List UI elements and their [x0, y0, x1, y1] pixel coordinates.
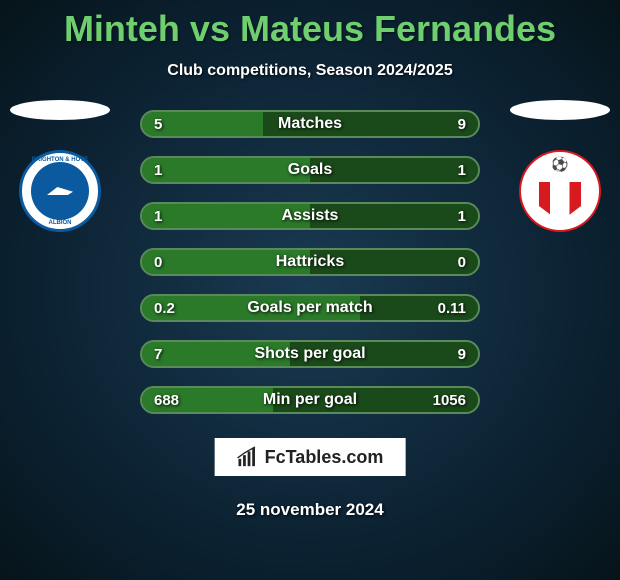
stat-row: 11Goals: [140, 156, 480, 184]
stat-label: Assists: [142, 207, 478, 225]
stat-label: Min per goal: [142, 391, 478, 409]
branding-badge: FcTables.com: [215, 438, 406, 476]
stat-label: Goals per match: [142, 299, 478, 317]
badge-text-bottom: ALBION: [49, 220, 72, 226]
brighton-badge-icon: BRIGHTON & HOVE ALBION: [19, 150, 101, 232]
player-photo-placeholder-left: [10, 100, 110, 120]
player-photo-placeholder-right: [510, 100, 610, 120]
date-label: 25 november 2024: [0, 500, 620, 520]
right-player-column: [505, 100, 615, 232]
stat-row: 79Shots per goal: [140, 340, 480, 368]
left-player-column: BRIGHTON & HOVE ALBION: [5, 100, 115, 232]
stats-list: 59Matches 11Goals 11Assists 00Hattricks 0.20…: [140, 110, 480, 432]
stat-label: Goals: [142, 161, 478, 179]
badge-text-top: BRIGHTON & HOVE: [32, 157, 89, 163]
stat-row: 0.20.11Goals per match: [140, 294, 480, 322]
stat-row: 59Matches: [140, 110, 480, 138]
stat-label: Hattricks: [142, 253, 478, 271]
chart-icon: [237, 446, 259, 468]
branding-text: FcTables.com: [265, 447, 384, 468]
stat-label: Matches: [142, 115, 478, 133]
comparison-area: BRIGHTON & HOVE ALBION 59Matches 11Goals 1…: [0, 110, 620, 450]
stat-row: 00Hattricks: [140, 248, 480, 276]
stat-row: 11Assists: [140, 202, 480, 230]
stat-row: 6881056Min per goal: [140, 386, 480, 414]
stat-label: Shots per goal: [142, 345, 478, 363]
page-title: Minteh vs Mateus Fernandes: [0, 0, 620, 50]
subtitle: Club competitions, Season 2024/2025: [0, 62, 620, 80]
southampton-badge-icon: [519, 150, 601, 232]
